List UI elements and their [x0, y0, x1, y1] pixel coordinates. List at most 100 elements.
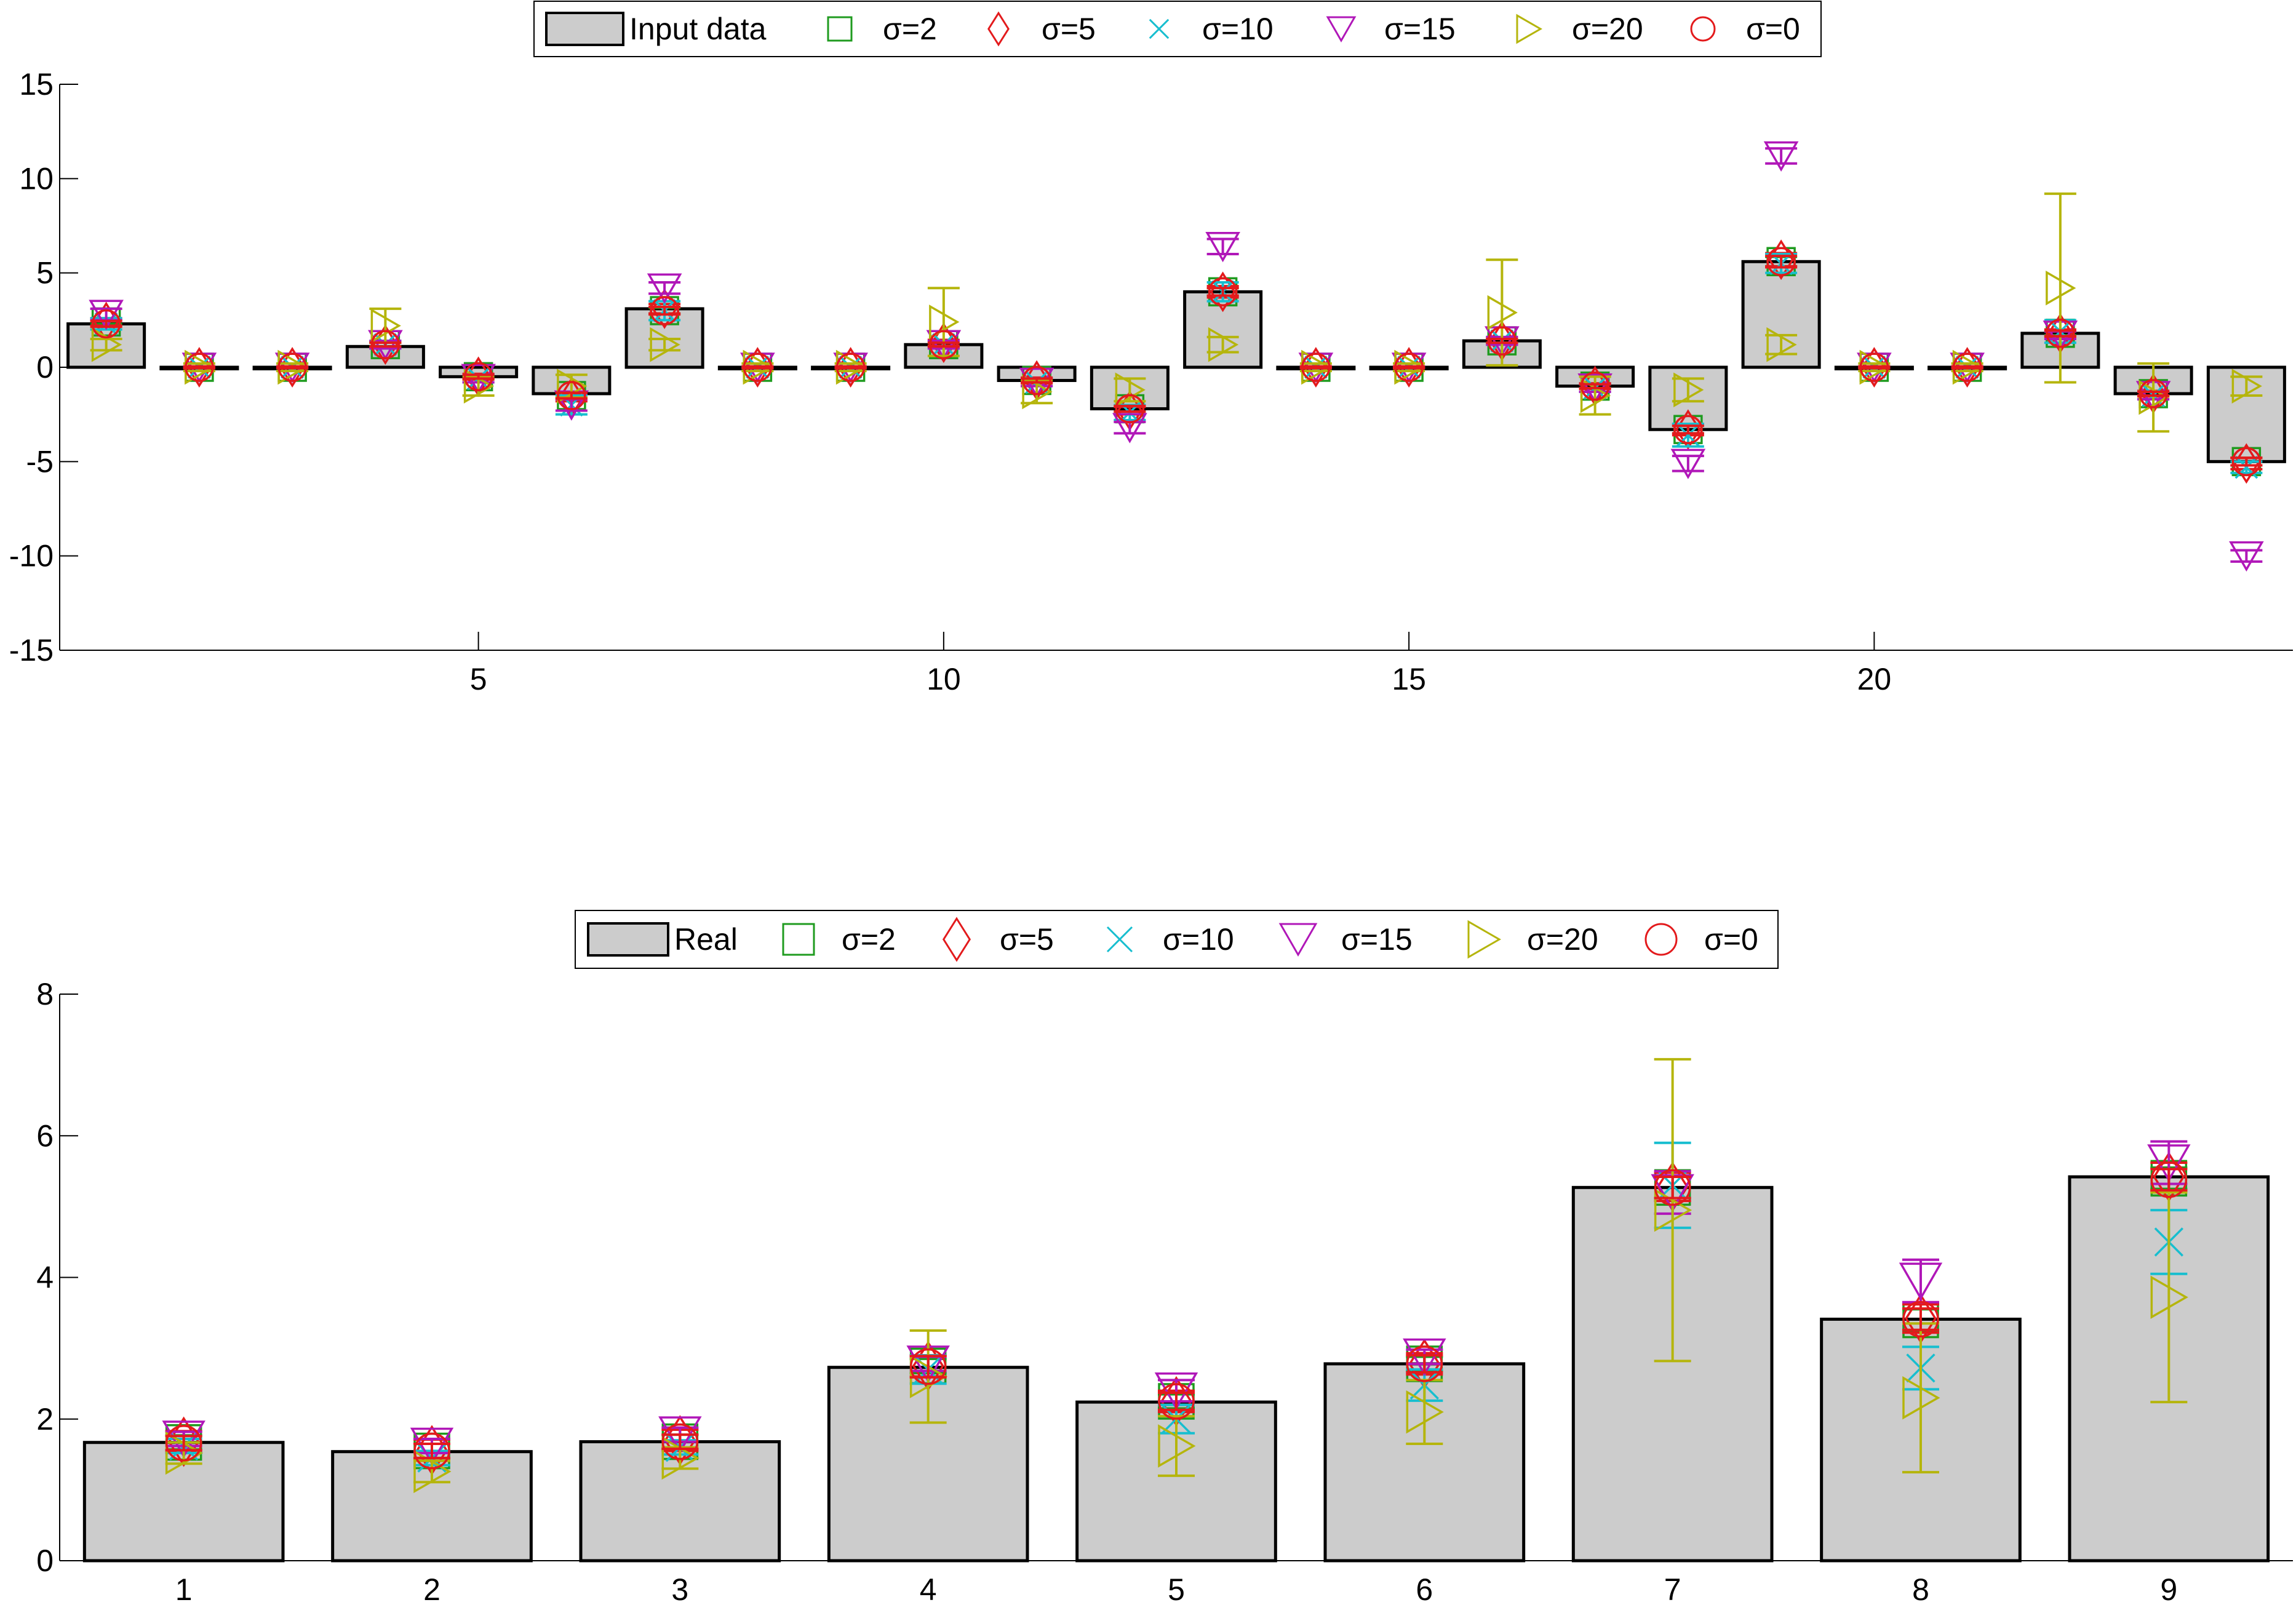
bar — [1183, 290, 1263, 369]
data-point — [661, 1423, 699, 1460]
y-tick-label: 15 — [19, 67, 54, 102]
data-point — [413, 1449, 452, 1494]
data-point — [2046, 270, 2076, 306]
legend-label: σ=5 — [1042, 12, 1096, 46]
legend-label: σ=20 — [1527, 922, 1598, 957]
legend-swatch-bar — [587, 922, 669, 957]
data-point — [1205, 231, 1240, 263]
data-point — [1115, 394, 1145, 424]
data-point — [1673, 372, 1704, 408]
data-point — [1670, 448, 1706, 479]
bottom-chart: 8 6 4 2 0 1 2 3 4 5 6 7 8 9 Real σ=2 σ=5 σ=10 σ=15 σ=20 σ=0 — [36, 910, 2293, 1605]
data-point — [1902, 1376, 1940, 1420]
data-point — [744, 347, 771, 388]
data-point — [165, 1425, 202, 1462]
legend-label: σ=10 — [1163, 922, 1234, 957]
y-tick-label: 5 — [36, 256, 54, 290]
data-point — [279, 347, 305, 388]
legend-label: Input data — [629, 12, 767, 46]
data-point — [2150, 1275, 2188, 1319]
data-point — [463, 362, 493, 392]
x-tick-label: 2 — [423, 1572, 440, 1602]
x-tick-label: 7 — [1664, 1572, 1681, 1602]
data-point — [1763, 141, 1799, 172]
legend-marker — [1149, 18, 1170, 39]
data-point — [91, 309, 121, 339]
x-tick-label: 5 — [1168, 1572, 1185, 1602]
data-point — [1406, 1390, 1444, 1434]
y-tick-label: 2 — [36, 1402, 54, 1436]
data-point — [557, 381, 586, 410]
data-point — [1301, 352, 1331, 382]
data-point — [1902, 1300, 1939, 1338]
y-tick-label: -10 — [9, 539, 54, 573]
legend-marker — [987, 11, 1010, 47]
x-tick-label: 10 — [927, 662, 961, 696]
data-point — [650, 327, 680, 362]
data-point — [410, 1427, 454, 1466]
data-point — [1112, 413, 1147, 444]
data-point — [1022, 365, 1051, 396]
data-point — [650, 296, 679, 325]
data-point — [1406, 1345, 1443, 1382]
data-point — [1899, 1262, 1943, 1300]
x-tick-label: 4 — [920, 1572, 937, 1602]
data-point — [2139, 379, 2168, 408]
x-tick-label: 6 — [1416, 1572, 1433, 1602]
data-point — [185, 352, 214, 382]
legend-label: σ=0 — [1746, 12, 1800, 46]
legend-marker — [1326, 16, 1357, 43]
data-point — [1654, 1188, 1692, 1232]
legend-marker — [1278, 923, 1318, 957]
top-chart: 15 10 5 0 -5 -10 -15 5 10 15 20 Input data σ=2 σ=5 σ=1… — [9, 1, 2293, 696]
legend-label: σ=20 — [1572, 12, 1643, 46]
data-point — [2147, 1144, 2191, 1182]
y-tick-label: 10 — [19, 161, 54, 196]
data-point — [1022, 374, 1053, 410]
bar — [1075, 1400, 1277, 1563]
data-point — [2231, 447, 2262, 477]
y-tick-label: 0 — [36, 1543, 54, 1578]
data-point — [277, 352, 307, 382]
legend-marker — [827, 16, 853, 42]
legend-label: σ=2 — [842, 922, 896, 957]
data-point — [1861, 347, 1887, 388]
data-point — [413, 1432, 450, 1470]
data-point — [89, 300, 124, 330]
x-tick-label: 15 — [1392, 662, 1426, 696]
data-point — [1394, 352, 1424, 382]
data-point — [1954, 347, 1980, 388]
data-point — [1487, 326, 1517, 356]
data-point — [1403, 1338, 1446, 1376]
data-point — [647, 273, 682, 304]
data-point — [2231, 368, 2262, 404]
data-point — [1766, 247, 1796, 277]
data-point — [2229, 541, 2264, 572]
y-tick-label: 0 — [36, 350, 54, 384]
data-point — [743, 352, 773, 382]
x-tick-label: 3 — [671, 1572, 688, 1602]
legend-label: σ=15 — [1384, 12, 1456, 46]
y-tick-label: -5 — [26, 444, 54, 479]
legend-label: Real — [674, 922, 738, 957]
y-tick-label: -15 — [9, 633, 54, 667]
data-point — [1766, 327, 1797, 362]
legend-marker — [942, 917, 971, 962]
legend-marker — [1106, 926, 1133, 953]
data-point — [2046, 319, 2075, 348]
data-point — [1580, 371, 1610, 401]
legend-label: σ=15 — [1341, 922, 1413, 957]
legend-label: σ=0 — [1704, 922, 1758, 957]
data-point — [1208, 277, 1238, 307]
data-point — [1396, 347, 1422, 388]
legend-box — [575, 910, 1779, 969]
y-tick-label: 8 — [36, 977, 54, 1011]
data-point — [2150, 1161, 2188, 1198]
data-point — [1487, 295, 1518, 330]
data-point — [929, 305, 960, 340]
data-point — [1676, 423, 1700, 447]
data-point — [1158, 1424, 1196, 1468]
data-point — [909, 1348, 947, 1385]
